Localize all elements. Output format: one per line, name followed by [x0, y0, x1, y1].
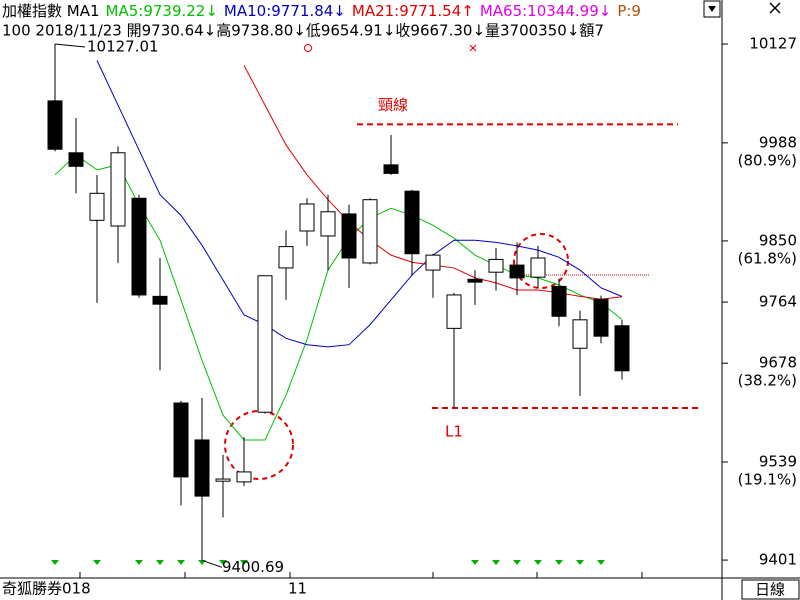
candle-body	[152, 295, 168, 305]
period-label: 日線	[755, 581, 785, 599]
candle-body	[257, 275, 273, 413]
x-tick-label: 11	[288, 580, 307, 598]
high-connector	[54, 43, 86, 48]
ma-line	[54, 154, 623, 441]
candle-body	[551, 285, 567, 317]
retracement-label: (38.2%)	[738, 372, 797, 390]
candle-body	[89, 192, 105, 221]
candle-body	[320, 211, 336, 237]
legend-entry: MA65:10344.99↓	[480, 2, 611, 20]
y-tick-label: 9988	[759, 133, 797, 151]
highlight-circle	[513, 233, 569, 289]
period-box	[741, 579, 800, 600]
level-label: L1	[445, 422, 463, 440]
signal-circle	[304, 44, 312, 52]
legend: 加權指數 MA1 MA5:9739.22↓ MA10:9771.84↓ MA21:97…	[2, 2, 641, 20]
candle-body	[194, 439, 210, 497]
candle-body	[278, 246, 294, 269]
candle-body	[110, 152, 126, 227]
quote-line: 100 2018/11/23 開9730.64↓高9738.80↓低9654.9…	[2, 22, 604, 40]
low-connector	[201, 559, 223, 568]
candle-body	[215, 478, 231, 482]
menu-icon	[708, 6, 716, 12]
y-tick-label: 9850	[759, 231, 797, 249]
candle-body	[593, 298, 609, 337]
candle-body	[404, 190, 420, 255]
candle-body	[68, 152, 84, 167]
candle-body	[488, 258, 504, 273]
legend-entry: P:9	[617, 2, 641, 20]
ma-line	[96, 60, 623, 348]
retracement-label: (19.1%)	[738, 470, 797, 488]
candle-body	[572, 319, 588, 349]
signal-cross	[469, 44, 477, 52]
candle-body	[614, 325, 630, 372]
candle-body	[341, 213, 357, 259]
candle-body	[530, 257, 546, 278]
close-icon[interactable]	[769, 2, 781, 14]
candle-body	[173, 402, 189, 478]
legend-entry: MA5:9739.22↓	[106, 2, 218, 20]
signal-triangles	[51, 560, 605, 565]
index-name: 加權指數 MA1	[2, 2, 100, 20]
legend-entry: MA10:9771.84↓	[224, 2, 346, 20]
retracement-label: (61.8%)	[738, 249, 797, 267]
high-label: 10127.01	[87, 38, 159, 56]
y-tick-label: 9764	[759, 293, 797, 311]
candle-body	[299, 203, 315, 232]
candle-body	[425, 254, 441, 271]
y-tick-label: 9678	[759, 354, 797, 372]
highlight-circle	[224, 410, 294, 480]
y-tick-label: 9401	[759, 551, 797, 569]
candle-body	[446, 294, 462, 329]
footer-left: 奇狐勝券018	[2, 580, 91, 598]
legend-entry: MA21:9771.54↑	[352, 2, 474, 20]
time-ticks	[79, 572, 643, 578]
candle-body	[467, 278, 483, 283]
candle-body	[131, 197, 147, 296]
y-tick-label: 10127	[749, 35, 797, 53]
y-tick-label: 9539	[759, 452, 797, 470]
candle-body	[509, 264, 525, 279]
retracement-label: (80.9%)	[738, 151, 797, 169]
candle-body	[236, 471, 252, 483]
candle-body	[362, 199, 378, 264]
candle-body	[47, 100, 63, 150]
level-label: 頸線	[378, 96, 408, 114]
low-label: 9400.69	[222, 558, 284, 576]
candle-body	[383, 164, 399, 174]
